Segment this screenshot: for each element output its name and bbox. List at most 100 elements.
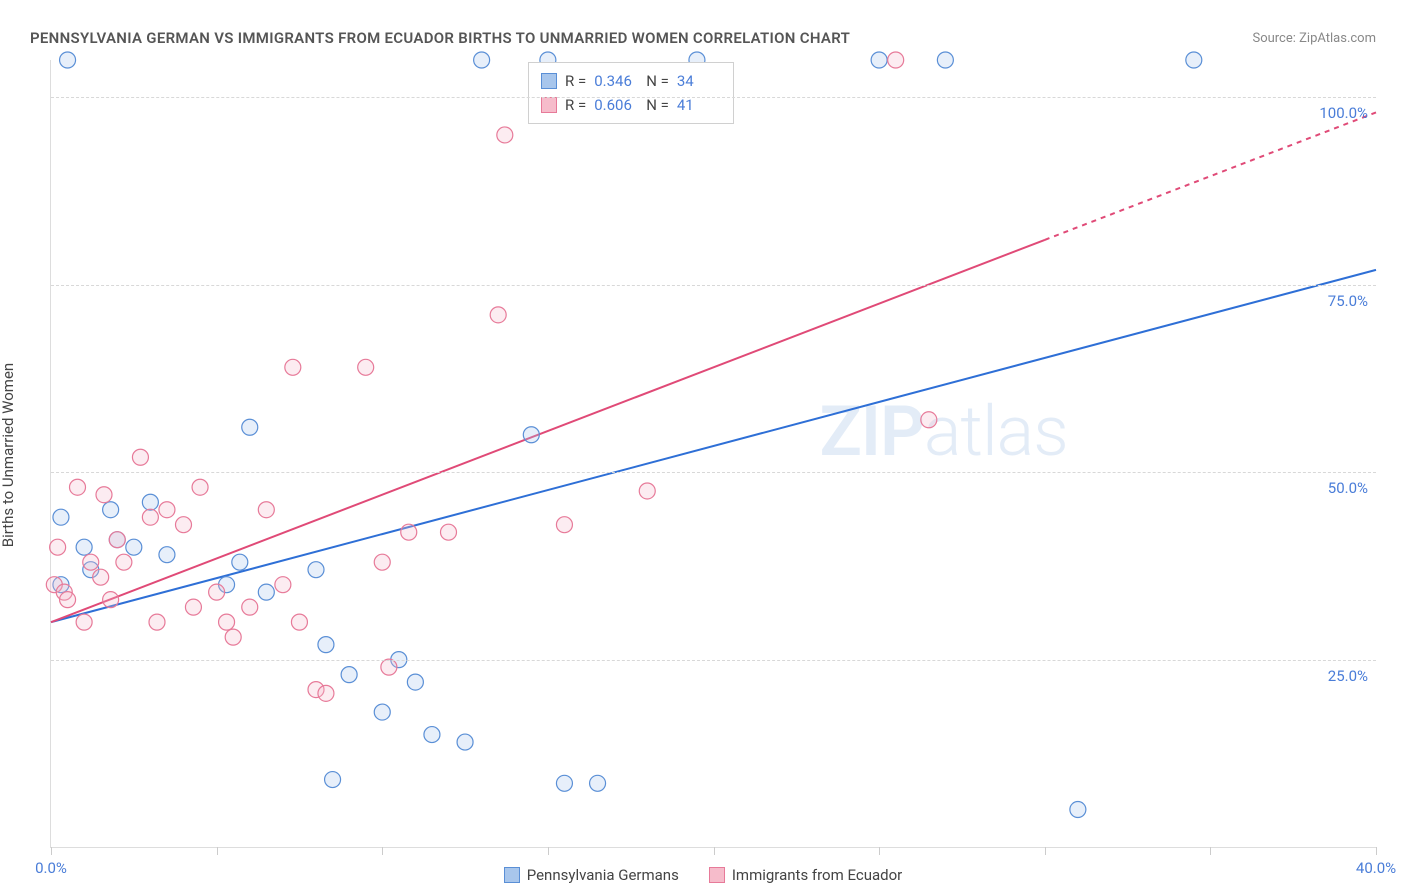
data-point: [142, 494, 158, 510]
gridline-h: [51, 472, 1376, 473]
legend-item-series1: Pennsylvania Germans: [504, 866, 679, 884]
data-point: [116, 554, 132, 570]
legend-label-series1: Pennsylvania Germans: [527, 866, 679, 884]
data-point: [358, 359, 374, 375]
xtick-mark: [217, 847, 218, 855]
data-point: [142, 509, 158, 525]
gridline-h: [51, 660, 1376, 661]
data-point: [242, 599, 258, 615]
data-point: [232, 554, 248, 570]
legend-swatch-series2: [709, 867, 725, 883]
data-point: [556, 775, 572, 791]
data-point: [176, 517, 192, 533]
ytick-label: 75.0%: [1328, 292, 1368, 310]
data-point: [374, 554, 390, 570]
data-point: [70, 479, 86, 495]
stats-swatch: [541, 97, 557, 113]
data-point: [53, 509, 69, 525]
stats-r-label: R =: [565, 69, 586, 93]
data-point: [126, 539, 142, 555]
xtick-mark: [1045, 847, 1046, 855]
legend-swatch-series1: [504, 867, 520, 883]
data-point: [325, 772, 341, 788]
data-point: [209, 584, 225, 600]
data-point: [407, 674, 423, 690]
legend-item-series2: Immigrants from Ecuador: [709, 866, 902, 884]
stats-legend-box: R =0.346N =34R =0.606N =41: [528, 62, 734, 124]
source-attribution: Source: ZipAtlas.com: [1252, 31, 1376, 46]
data-point: [374, 704, 390, 720]
data-point: [424, 727, 440, 743]
data-point: [242, 419, 258, 435]
data-point: [871, 52, 887, 68]
stats-swatch: [541, 73, 557, 89]
xtick-mark: [879, 847, 880, 855]
data-point: [639, 483, 655, 499]
data-point: [490, 307, 506, 323]
title-row: PENNSYLVANIA GERMAN VS IMMIGRANTS FROM E…: [0, 0, 1406, 54]
trend-line-extrapolated: [1045, 112, 1376, 239]
data-point: [109, 532, 125, 548]
data-point: [60, 592, 76, 608]
data-point: [258, 584, 274, 600]
data-point: [291, 614, 307, 630]
data-point: [185, 599, 201, 615]
data-point: [921, 412, 937, 428]
data-point: [523, 427, 539, 443]
trend-line: [51, 270, 1376, 622]
data-point: [318, 637, 334, 653]
data-point: [381, 659, 397, 675]
data-point: [93, 569, 109, 585]
data-point: [457, 734, 473, 750]
data-point: [590, 775, 606, 791]
data-point: [318, 685, 334, 701]
data-point: [103, 502, 119, 518]
data-point: [1070, 802, 1086, 818]
stats-n-label: N =: [646, 69, 669, 93]
data-point: [76, 539, 92, 555]
xtick-mark: [51, 847, 52, 855]
xtick-mark: [548, 847, 549, 855]
y-axis-label: Births to Unmarried Women: [0, 363, 17, 547]
data-point: [50, 539, 66, 555]
legend-label-series2: Immigrants from Ecuador: [732, 866, 902, 884]
ytick-label: 100.0%: [1319, 104, 1368, 122]
data-point: [258, 502, 274, 518]
data-point: [285, 359, 301, 375]
data-point: [888, 52, 904, 68]
data-point: [159, 502, 175, 518]
data-point: [60, 52, 76, 68]
chart-container: PENNSYLVANIA GERMAN VS IMMIGRANTS FROM E…: [0, 0, 1406, 892]
ytick-label: 25.0%: [1328, 667, 1368, 685]
data-point: [76, 614, 92, 630]
data-point: [1186, 52, 1202, 68]
data-point: [192, 479, 208, 495]
bottom-legend: Pennsylvania Germans Immigrants from Ecu…: [0, 866, 1406, 884]
plot-wrapper: ZIPatlas R =0.346N =34R =0.606N =41 25.0…: [50, 60, 1376, 848]
xtick-mark: [714, 847, 715, 855]
plot-svg: [51, 60, 1376, 847]
stats-row: R = 0.346 N = 34: [541, 69, 721, 93]
xtick-mark: [382, 847, 383, 855]
gridline-h: [51, 285, 1376, 286]
data-point: [159, 547, 175, 563]
data-point: [401, 524, 417, 540]
data-point: [225, 629, 241, 645]
data-point: [308, 562, 324, 578]
data-point: [275, 577, 291, 593]
data-point: [83, 554, 99, 570]
stats-n-value: 34: [677, 69, 721, 93]
data-point: [937, 52, 953, 68]
data-point: [556, 517, 572, 533]
stats-r-value: 0.346: [594, 69, 638, 93]
xtick-mark: [1376, 847, 1377, 855]
trend-line: [51, 240, 1045, 622]
chart-title: PENNSYLVANIA GERMAN VS IMMIGRANTS FROM E…: [30, 29, 850, 47]
xtick-mark: [1210, 847, 1211, 855]
data-point: [96, 487, 112, 503]
data-point: [497, 127, 513, 143]
data-point: [149, 614, 165, 630]
gridline-h: [51, 97, 1376, 98]
data-point: [132, 449, 148, 465]
data-point: [341, 667, 357, 683]
